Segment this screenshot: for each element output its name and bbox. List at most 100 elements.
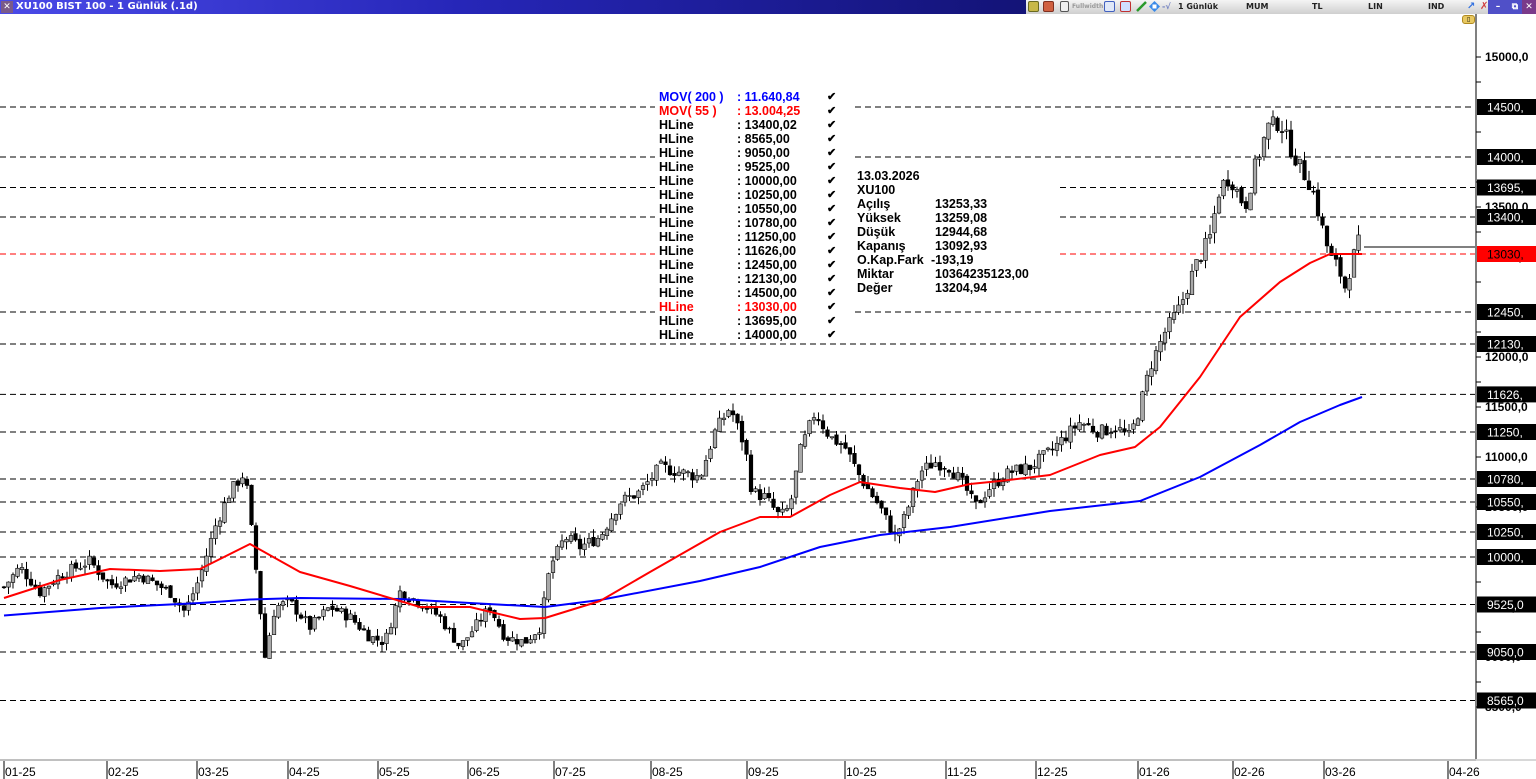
- pin-icon[interactable]: ▯: [1462, 15, 1475, 24]
- chart-toolbar: Fullwidth -√ 1 Günlük MUM TL LIN IND ↗ ✗…: [1026, 0, 1536, 14]
- info-label-close: Kapanış: [857, 239, 906, 253]
- tools-icon[interactable]: ✗: [1480, 1, 1489, 12]
- fullwidth-label: Fullwidth: [1072, 3, 1104, 10]
- svg-text:13695,: 13695,: [1487, 181, 1524, 195]
- candlesticks: [1, 110, 1475, 659]
- info-value-close: 13092,93: [935, 239, 988, 253]
- check-icon[interactable]: ✔: [827, 259, 837, 271]
- price-chart[interactable]: 15000,013500,013000,012000,011500,011000…: [0, 14, 1536, 779]
- minimize-button[interactable]: –: [1488, 0, 1508, 14]
- svg-text:9525,0: 9525,0: [1487, 598, 1524, 612]
- legend-item-name: HLine: [659, 160, 694, 174]
- check-icon[interactable]: ✔: [827, 161, 837, 173]
- svg-text:02-26: 02-26: [1234, 765, 1265, 779]
- check-icon[interactable]: ✔: [827, 273, 837, 285]
- window-titlebar: ✕ XU100 BIST 100 - 1 Günlük (.1d) Fullwi…: [0, 0, 1536, 14]
- legend-item-value: : 13.004,25: [737, 104, 801, 118]
- svg-text:07-25: 07-25: [555, 765, 586, 779]
- svg-text:06-25: 06-25: [469, 765, 500, 779]
- pencil-icon[interactable]: [1136, 1, 1147, 12]
- legend-item-name: HLine: [659, 300, 694, 314]
- check-icon[interactable]: ✔: [827, 105, 837, 117]
- legend-item-name: HLine: [659, 244, 694, 258]
- svg-text:14500,: 14500,: [1487, 101, 1524, 115]
- legend-item-name: HLine: [659, 118, 694, 132]
- svg-text:11626,: 11626,: [1487, 388, 1523, 402]
- svg-text:11250,: 11250,: [1487, 426, 1523, 440]
- legend-item-name: HLine: [659, 202, 694, 216]
- legend-item-value: : 9050,00: [737, 146, 790, 160]
- scale-selector[interactable]: LIN: [1368, 2, 1383, 11]
- layout-icon[interactable]: [1028, 1, 1039, 12]
- svg-text:9050,0: 9050,0: [1487, 646, 1524, 660]
- legend-item-value: : 10550,00: [737, 202, 797, 216]
- check-icon[interactable]: ✔: [827, 301, 837, 313]
- indicator-selector[interactable]: IND: [1428, 2, 1445, 11]
- line-tool-icon[interactable]: -√: [1162, 2, 1171, 11]
- check-icon[interactable]: ✔: [827, 329, 837, 341]
- check-icon[interactable]: ✔: [827, 231, 837, 243]
- legend-item-name: HLine: [659, 216, 694, 230]
- legend-item-name: HLine: [659, 188, 694, 202]
- legend-item-value: : 11626,00: [737, 244, 797, 258]
- chart-type-selector[interactable]: MUM: [1246, 2, 1269, 11]
- info-value-low: 12944,68: [935, 225, 988, 239]
- legend-item-value: : 8565,00: [737, 132, 790, 146]
- svg-text:10780,: 10780,: [1487, 473, 1524, 487]
- check-icon[interactable]: ✔: [827, 133, 837, 145]
- legend-item-name: MOV( 200 ): [659, 90, 724, 104]
- period-selector[interactable]: 1 Günlük: [1178, 2, 1219, 11]
- crosshair-icon[interactable]: [1149, 1, 1160, 12]
- horizontal-lines: [0, 106, 1475, 701]
- moving-averages: [3, 253, 1363, 620]
- date-axis: 01-25 02-25 03-25 04-25 05-25 06-25 07-25 08-25…: [0, 759, 1536, 779]
- arrow-icon[interactable]: ↗: [1467, 1, 1476, 12]
- legend-item-name: HLine: [659, 314, 694, 328]
- check-icon[interactable]: ✔: [827, 315, 837, 327]
- check-icon[interactable]: ✔: [827, 217, 837, 229]
- restore-button[interactable]: ⧉: [1505, 0, 1525, 14]
- calendar-icon[interactable]: [1104, 1, 1115, 12]
- fullwidth-icon[interactable]: [1060, 1, 1069, 12]
- info-label-high: Yüksek: [857, 211, 901, 225]
- window-close-icon[interactable]: ✕: [1, 1, 13, 13]
- legend-item-value: : 9525,00: [737, 160, 790, 174]
- svg-text:03-26: 03-26: [1325, 765, 1356, 779]
- svg-text:10550,: 10550,: [1487, 496, 1524, 510]
- chart-template-icon[interactable]: [1120, 1, 1131, 12]
- portfolio-icon[interactable]: [1043, 1, 1054, 12]
- svg-text:15000,0: 15000,0: [1485, 50, 1529, 64]
- svg-text:04-26: 04-26: [1449, 765, 1480, 779]
- check-icon[interactable]: ✔: [827, 245, 837, 257]
- svg-text:13030,: 13030,: [1487, 248, 1524, 262]
- svg-text:10000,: 10000,: [1487, 551, 1524, 565]
- svg-text:10-25: 10-25: [846, 765, 877, 779]
- check-icon[interactable]: ✔: [827, 147, 837, 159]
- svg-text:12450,: 12450,: [1487, 306, 1524, 320]
- legend-item-value: : 13030,00: [737, 300, 797, 314]
- check-icon[interactable]: ✔: [827, 91, 837, 103]
- legend-item-value: : 10780,00: [737, 216, 797, 230]
- legend-item-value: : 12450,00: [737, 258, 797, 272]
- svg-text:12130,: 12130,: [1487, 338, 1524, 352]
- check-icon[interactable]: ✔: [827, 203, 837, 215]
- price-axis: 15000,013500,013000,012000,011500,011000…: [1475, 14, 1536, 760]
- info-label-low: Düşük: [857, 225, 896, 239]
- svg-text:09-25: 09-25: [748, 765, 779, 779]
- legend-item-value: : 10000,00: [737, 174, 797, 188]
- check-icon[interactable]: ✔: [827, 189, 837, 201]
- check-icon[interactable]: ✔: [827, 119, 837, 131]
- legend-item-name: HLine: [659, 230, 694, 244]
- window-title: XU100 BIST 100 - 1 Günlük (.1d): [16, 1, 198, 12]
- check-icon[interactable]: ✔: [827, 175, 837, 187]
- svg-text:11000,0: 11000,0: [1485, 450, 1528, 464]
- legend-item-value: : 11.640,84: [737, 90, 800, 104]
- currency-selector[interactable]: TL: [1312, 2, 1323, 11]
- info-date: 13.03.2026: [857, 169, 920, 183]
- svg-text:04-25: 04-25: [289, 765, 320, 779]
- svg-text:11-25: 11-25: [947, 765, 977, 779]
- check-icon[interactable]: ✔: [827, 287, 837, 299]
- legend-item-value: : 13400,02: [737, 118, 797, 132]
- close-button[interactable]: ✕: [1522, 0, 1536, 14]
- legend-item-name: HLine: [659, 328, 694, 342]
